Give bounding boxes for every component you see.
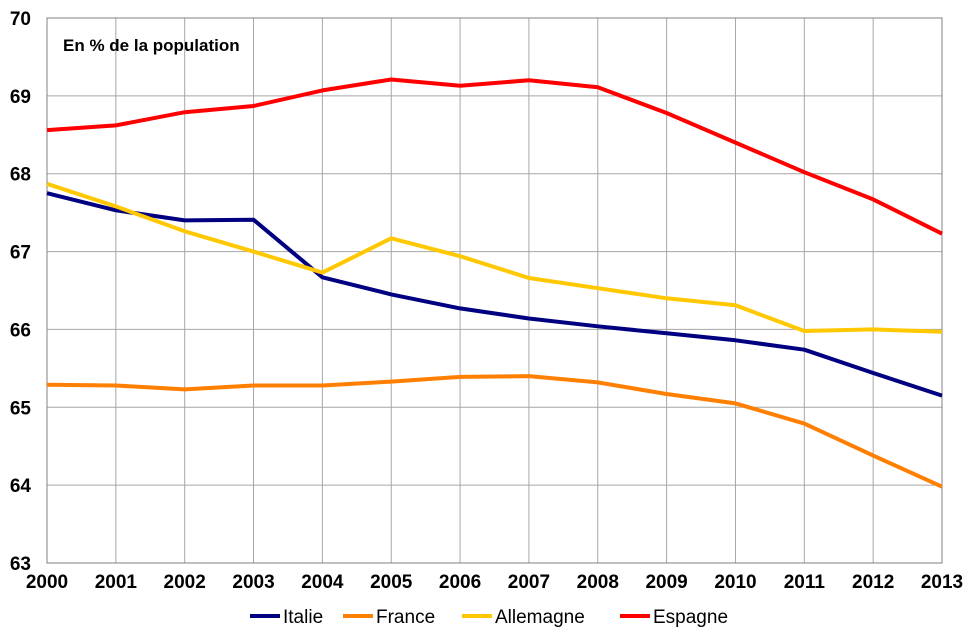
plot-area-frame — [46, 17, 943, 564]
y-tick-label: 65 — [10, 398, 32, 419]
x-tick-label: 2004 — [301, 572, 344, 593]
legend: Italie France Allemagne Espagne — [250, 607, 728, 628]
series-line-france — [46, 374, 943, 489]
x-tick-label: 2005 — [370, 572, 413, 593]
x-tick-label: 2011 — [784, 572, 826, 593]
series-lines — [46, 77, 943, 489]
x-tick-label: 2006 — [439, 572, 481, 593]
x-tick-label: 2008 — [577, 572, 619, 593]
chart-annotation: En % de la population — [63, 36, 240, 55]
x-tick-label: 2003 — [232, 572, 274, 593]
x-tick-label: 2010 — [714, 572, 756, 593]
x-tick-label: 2001 — [95, 572, 138, 593]
x-tick-label: 2009 — [645, 572, 687, 593]
legend-label-allemagne: Allemagne — [495, 607, 585, 628]
gridlines — [46, 17, 943, 564]
series-line-italie — [46, 191, 943, 398]
y-tick-label: 69 — [10, 87, 31, 108]
x-tick-label: 2000 — [26, 572, 68, 593]
y-axis: 63 64 65 66 67 68 69 70 — [10, 9, 32, 575]
y-tick-label: 67 — [10, 243, 31, 264]
y-tick-label: 70 — [10, 9, 31, 30]
legend-label-france: France — [376, 607, 435, 628]
y-tick-label: 68 — [10, 165, 31, 186]
y-tick-label: 66 — [10, 320, 31, 341]
x-tick-label: 2002 — [164, 572, 206, 593]
x-tick-label: 2012 — [852, 572, 894, 593]
y-tick-label: 63 — [10, 554, 31, 575]
series-line-allemagne — [46, 181, 943, 334]
y-tick-label: 64 — [10, 476, 32, 497]
x-tick-label: 2013 — [921, 572, 963, 593]
series-line-espagne — [46, 77, 943, 236]
x-axis: 2000 2001 2002 2003 2004 2005 2006 2007 2008 2009… — [26, 572, 963, 593]
x-tick-label: 2007 — [508, 572, 550, 593]
legend-label-italie: Italie — [283, 607, 323, 628]
legend-label-espagne: Espagne — [653, 607, 728, 628]
